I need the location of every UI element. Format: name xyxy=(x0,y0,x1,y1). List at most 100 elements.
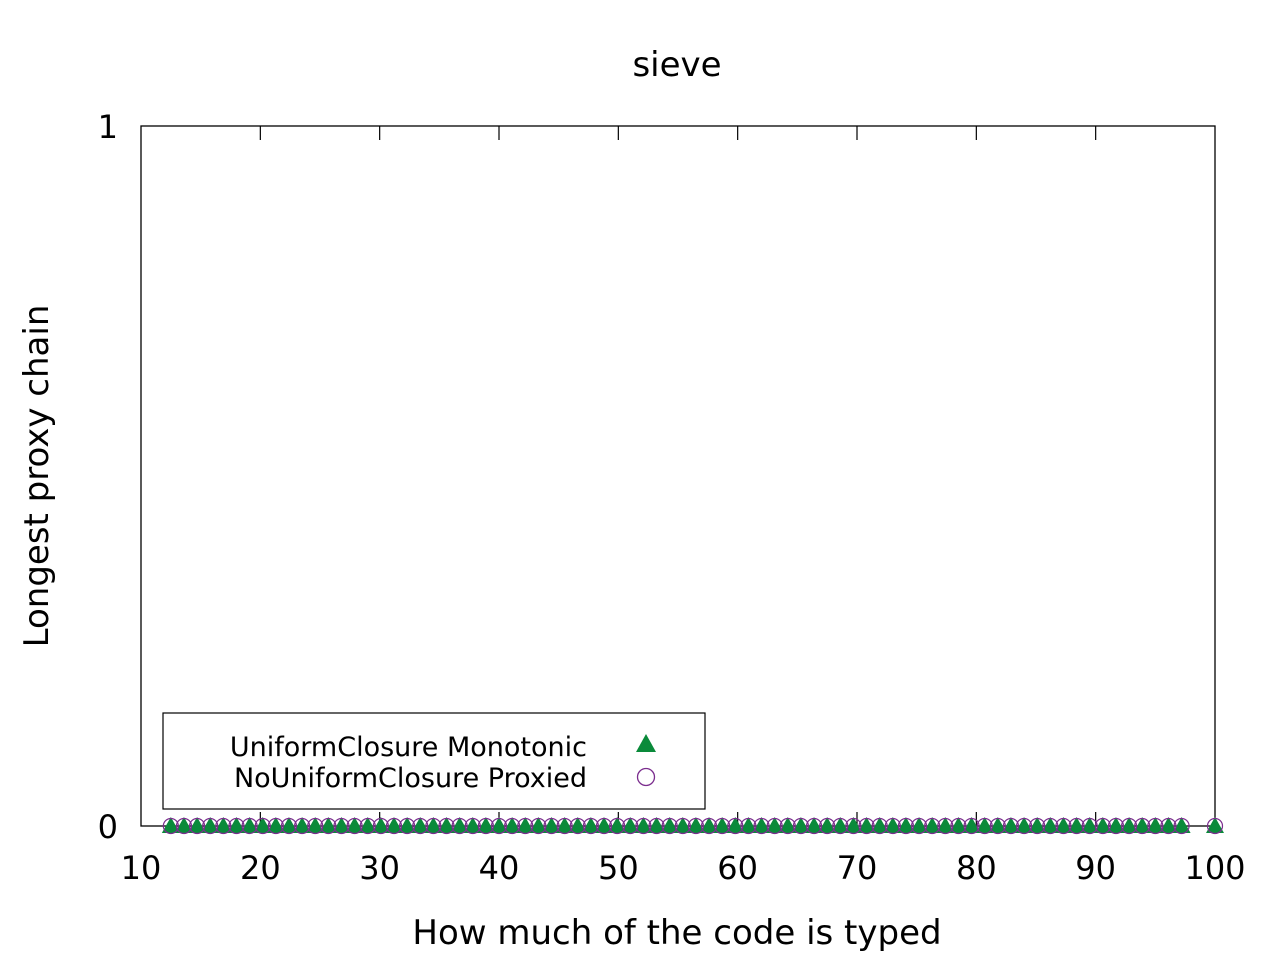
point-uniformclosure-monotonic xyxy=(240,817,259,833)
point-nouniformclosure-proxied xyxy=(188,817,206,835)
point-uniformclosure-monotonic xyxy=(253,817,272,833)
point-uniformclosure-monotonic xyxy=(752,817,771,833)
point-uniformclosure-monotonic xyxy=(962,817,981,833)
point-nouniformclosure-proxied xyxy=(1081,817,1098,835)
point-nouniformclosure-proxied xyxy=(385,817,403,835)
point-uniformclosure-monotonic xyxy=(713,817,732,833)
point-uniformclosure-monotonic xyxy=(542,817,561,833)
point-uniformclosure-monotonic xyxy=(765,817,784,833)
point-nouniformclosure-proxied xyxy=(280,817,298,835)
legend-marker-circle xyxy=(636,767,656,787)
point-nouniformclosure-proxied xyxy=(556,817,573,835)
point-nouniformclosure-proxied xyxy=(254,817,271,835)
point-nouniformclosure-proxied xyxy=(228,817,245,835)
point-nouniformclosure-proxied xyxy=(530,817,547,835)
point-uniformclosure-monotonic xyxy=(975,817,994,833)
point-nouniformclosure-proxied xyxy=(517,817,534,835)
point-nouniformclosure-proxied xyxy=(425,817,442,835)
point-uniformclosure-monotonic xyxy=(726,817,745,833)
point-nouniformclosure-proxied xyxy=(346,817,363,835)
point-nouniformclosure-proxied xyxy=(910,817,928,835)
point-nouniformclosure-proxied xyxy=(858,817,875,835)
x-axis-ticks: 10 20 30 40 50 60 70 80 90 100 xyxy=(121,126,1246,887)
point-uniformclosure-monotonic xyxy=(791,817,810,833)
point-uniformclosure-monotonic xyxy=(568,817,587,833)
y-tick-label: 1 xyxy=(98,108,118,146)
point-nouniformclosure-proxied xyxy=(845,817,862,835)
point-uniformclosure-monotonic xyxy=(214,817,233,833)
point-nouniformclosure-proxied xyxy=(805,817,823,835)
point-nouniformclosure-proxied xyxy=(372,817,389,835)
point-uniformclosure-monotonic xyxy=(949,817,968,833)
point-uniformclosure-monotonic xyxy=(371,817,390,833)
x-tick-label: 20 xyxy=(240,849,281,887)
point-nouniformclosure-proxied xyxy=(569,817,586,835)
point-uniformclosure-monotonic xyxy=(1106,817,1125,833)
point-uniformclosure-monotonic xyxy=(805,817,824,833)
point-nouniformclosure-proxied xyxy=(582,817,599,835)
point-nouniformclosure-proxied xyxy=(543,817,560,835)
point-uniformclosure-monotonic xyxy=(581,817,600,833)
point-nouniformclosure-proxied xyxy=(819,817,836,835)
point-uniformclosure-monotonic xyxy=(1093,817,1112,833)
point-uniformclosure-monotonic xyxy=(463,817,482,833)
point-nouniformclosure-proxied xyxy=(897,817,915,835)
point-nouniformclosure-proxied xyxy=(832,817,849,835)
point-nouniformclosure-proxied xyxy=(1068,817,1085,835)
point-nouniformclosure-proxied xyxy=(1002,817,1020,835)
point-uniformclosure-monotonic xyxy=(647,817,666,833)
x-tick-label: 50 xyxy=(598,849,639,887)
point-nouniformclosure-proxied xyxy=(412,817,429,835)
x-tick-label: 70 xyxy=(837,849,878,887)
legend-label-nouniformclosure-proxied: NoUniformClosure Proxied xyxy=(234,763,587,794)
point-nouniformclosure-proxied xyxy=(884,817,901,835)
point-nouniformclosure-proxied xyxy=(661,817,678,835)
point-uniformclosure-monotonic xyxy=(936,817,955,833)
point-uniformclosure-monotonic xyxy=(1067,817,1086,833)
point-nouniformclosure-proxied xyxy=(753,817,770,835)
point-uniformclosure-monotonic xyxy=(739,817,758,833)
point-uniformclosure-monotonic xyxy=(358,817,377,833)
point-nouniformclosure-proxied xyxy=(477,817,494,835)
point-uniformclosure-monotonic xyxy=(1133,817,1152,833)
point-uniformclosure-monotonic xyxy=(831,817,850,833)
legend-box xyxy=(162,712,706,810)
point-uniformclosure-monotonic xyxy=(1001,817,1020,833)
point-uniformclosure-monotonic xyxy=(476,817,495,833)
point-uniformclosure-monotonic xyxy=(1146,817,1165,833)
point-nouniformclosure-proxied xyxy=(399,817,416,835)
point-uniformclosure-monotonic xyxy=(595,817,614,833)
point-uniformclosure-monotonic xyxy=(621,817,640,833)
point-nouniformclosure-proxied xyxy=(451,817,468,835)
x-tick-label: 80 xyxy=(956,849,997,887)
point-uniformclosure-monotonic xyxy=(1120,817,1139,833)
point-uniformclosure-monotonic xyxy=(844,817,863,833)
point-uniformclosure-monotonic xyxy=(319,817,338,833)
point-uniformclosure-monotonic xyxy=(910,817,929,833)
point-nouniformclosure-proxied xyxy=(779,817,796,835)
point-uniformclosure-monotonic xyxy=(700,817,719,833)
data-points xyxy=(161,817,1224,835)
point-nouniformclosure-proxied xyxy=(215,817,232,835)
point-nouniformclosure-proxied xyxy=(989,817,1006,835)
point-nouniformclosure-proxied xyxy=(976,817,993,835)
point-uniformclosure-monotonic xyxy=(345,817,364,833)
point-nouniformclosure-proxied xyxy=(333,817,350,835)
x-tick-label: 90 xyxy=(1075,849,1116,887)
point-uniformclosure-monotonic xyxy=(1041,817,1060,833)
point-nouniformclosure-proxied xyxy=(609,817,626,835)
point-nouniformclosure-proxied xyxy=(1147,817,1164,835)
point-uniformclosure-monotonic xyxy=(161,817,180,833)
point-nouniformclosure-proxied xyxy=(359,817,376,835)
point-nouniformclosure-proxied xyxy=(1120,817,1138,835)
point-nouniformclosure-proxied xyxy=(687,817,705,835)
point-uniformclosure-monotonic xyxy=(490,817,508,833)
point-nouniformclosure-proxied xyxy=(648,817,665,835)
point-nouniformclosure-proxied xyxy=(937,817,954,835)
point-nouniformclosure-proxied xyxy=(766,817,783,835)
point-uniformclosure-monotonic xyxy=(1206,817,1224,833)
point-nouniformclosure-proxied xyxy=(1029,817,1046,835)
point-uniformclosure-monotonic xyxy=(266,817,285,833)
point-uniformclosure-monotonic xyxy=(384,817,403,833)
point-nouniformclosure-proxied xyxy=(162,817,179,835)
